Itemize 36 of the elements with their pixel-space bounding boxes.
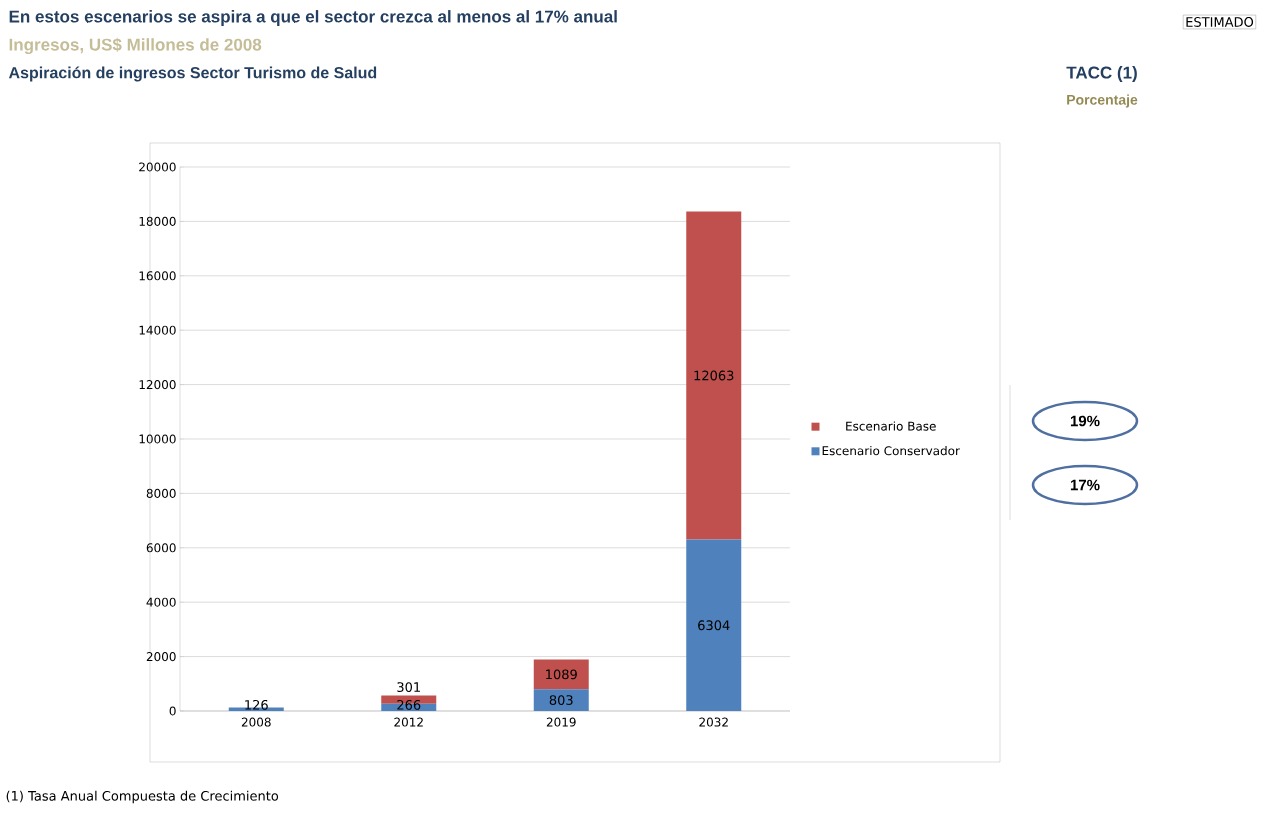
- chart-subtitle: Ingresos, US$ Millones de 2008: [9, 37, 262, 55]
- y-tick-label: 14000: [139, 325, 176, 335]
- y-tick-label: 16000: [139, 271, 176, 281]
- y-tick-label: 6000: [146, 543, 176, 553]
- chart-title: En estos escenarios se aspira a que el sector crezca al menos al 17% anual: [9, 10, 617, 26]
- text: 19%: [1070, 415, 1100, 427]
- text: 17%: [1070, 479, 1100, 491]
- data-label: 1089: [546, 669, 577, 680]
- text: (1) Tasa Anual Compuesta de Crecimiento: [6, 790, 279, 804]
- text: Aspiración de ingresos Sector Turismo de Salud: [8, 66, 377, 82]
- x-tick-label: 2032: [699, 717, 728, 727]
- data-label: 301: [397, 682, 420, 693]
- text: ESTIMADO: [1186, 17, 1254, 27]
- y-tick-label: 20000: [139, 162, 176, 172]
- bar: [533, 689, 589, 711]
- bar: [686, 211, 742, 540]
- y-tick-label: 8000: [146, 488, 176, 498]
- data-label: 803: [549, 695, 573, 705]
- x-tick-label: 2008: [241, 717, 271, 727]
- text: TACC (1): [1066, 66, 1137, 82]
- y-tick-label: 12000: [139, 380, 176, 390]
- y-tick-label: 4000: [146, 597, 176, 607]
- legend-label: Escenario Base: [846, 421, 936, 431]
- x-tick-label: 2012: [394, 717, 423, 727]
- bar: [686, 539, 742, 711]
- data-label: 6304: [698, 620, 730, 631]
- data-label: 12063: [694, 370, 734, 381]
- x-tick-label: 2019: [546, 717, 576, 727]
- y-tick-label: 18000: [139, 216, 176, 226]
- y-tick-label: 0: [169, 706, 176, 716]
- legend-label: Escenario Conservador: [822, 445, 960, 456]
- data-label: 126: [245, 699, 268, 710]
- y-tick-label: 2000: [146, 652, 176, 662]
- bar: [533, 659, 589, 690]
- y-tick-label: 10000: [139, 434, 176, 444]
- text: Porcentaje: [1067, 94, 1138, 108]
